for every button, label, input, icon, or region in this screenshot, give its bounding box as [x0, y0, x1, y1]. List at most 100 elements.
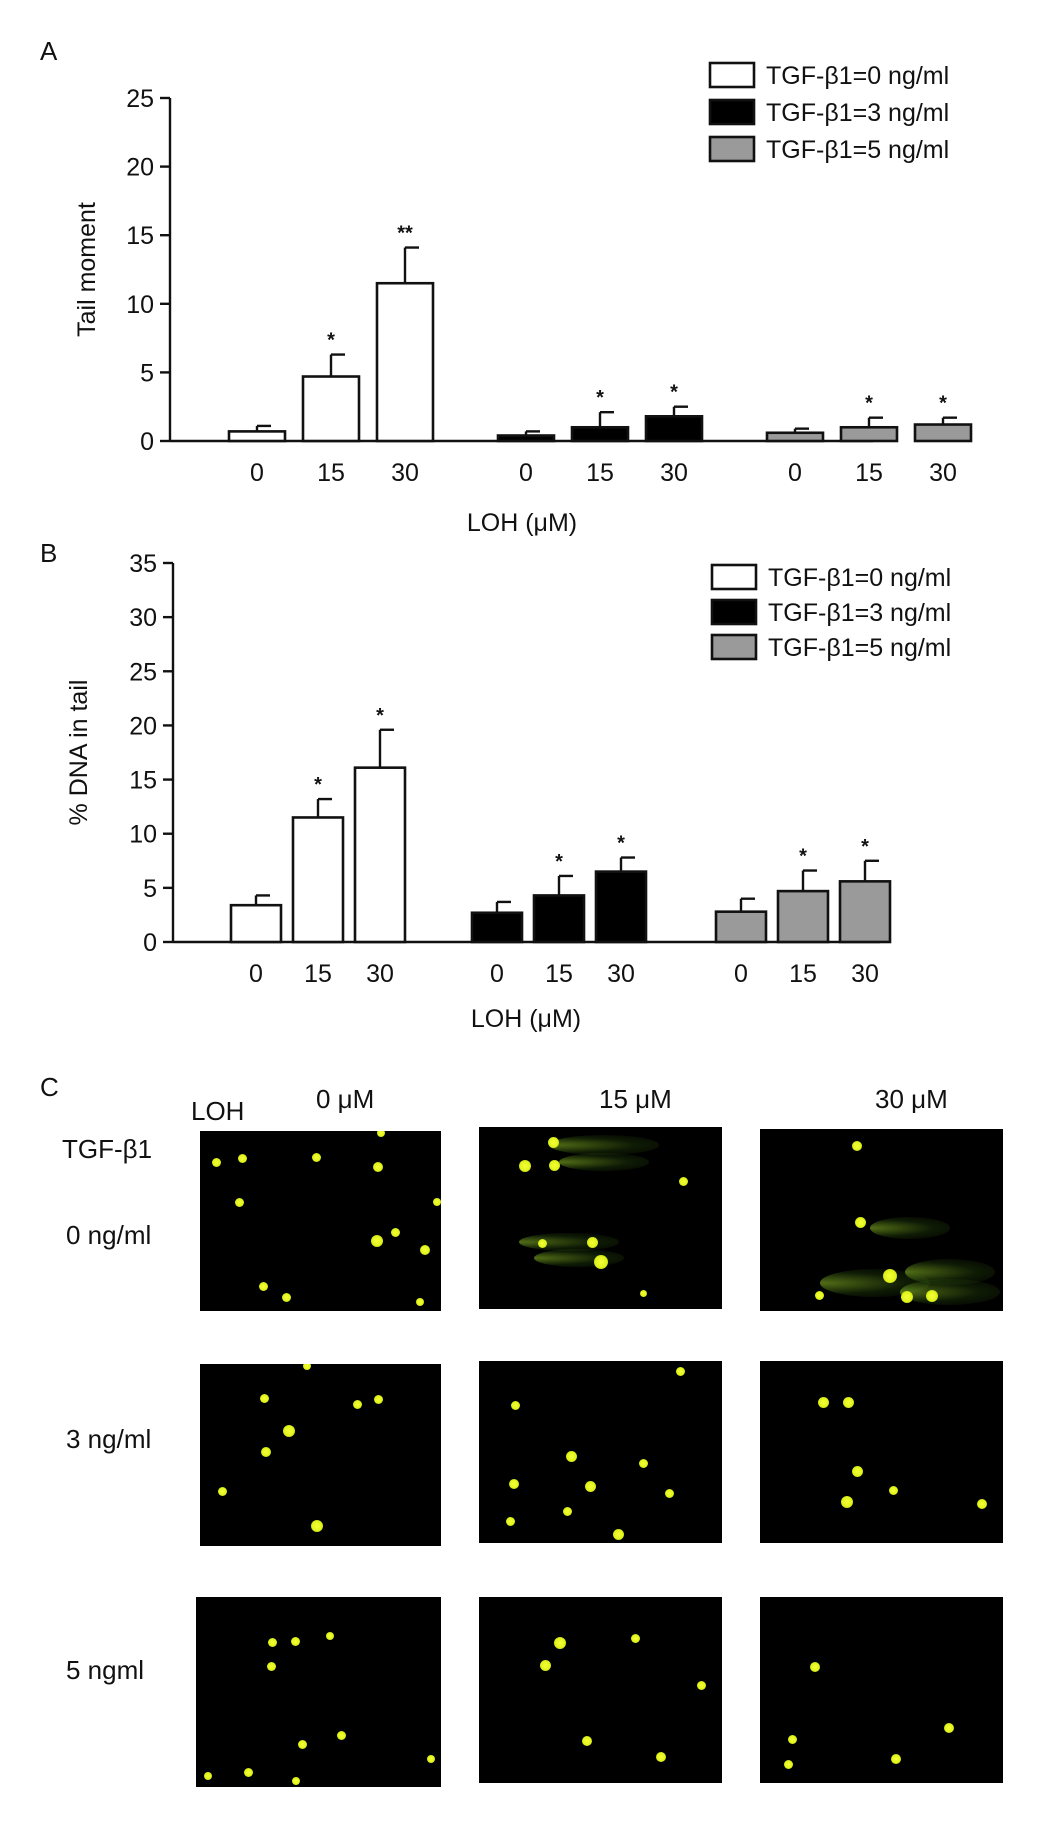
micrograph-5ngml-0um [196, 1597, 441, 1787]
micrograph-0ngml-15um [479, 1127, 722, 1309]
comet-cell [538, 1239, 547, 1248]
bar [839, 425, 899, 443]
comet-cell [337, 1731, 346, 1740]
significance-marker: * [865, 393, 873, 415]
comet-cell [889, 1486, 898, 1495]
comet-cell [594, 1255, 608, 1269]
micrograph-5ngml-15um [479, 1597, 722, 1783]
x-tick-label: 15 [545, 960, 573, 988]
comet-cell [391, 1228, 400, 1237]
bar [714, 910, 768, 944]
significance-marker: * [555, 851, 563, 873]
comet-cell [784, 1760, 793, 1769]
bar [532, 894, 586, 944]
comet-cell [639, 1459, 648, 1468]
legend-swatch [710, 633, 758, 661]
comet-cell [268, 1638, 277, 1647]
y-tick-label: 0 [143, 929, 157, 957]
comet-cell [891, 1754, 901, 1764]
comet-cell [540, 1660, 551, 1671]
significance-marker: * [939, 393, 947, 415]
comet-cell [613, 1529, 624, 1540]
y-tick-label: 0 [140, 428, 154, 456]
y-tick-label: 10 [129, 821, 157, 849]
bar [765, 431, 825, 443]
chart-b-dna-in-tail: 0 5 10 15 20 25 30 35 % DNA in tail 0 * 15 * 30 0 * 15 * 3… [65, 550, 951, 1033]
bar [496, 434, 556, 443]
comet-cell [235, 1198, 244, 1207]
comet-cell [259, 1282, 268, 1291]
comet-cell [282, 1293, 291, 1302]
comet-cell [353, 1400, 362, 1409]
comet-cell [554, 1637, 566, 1649]
bar [375, 281, 435, 443]
x-tick-label: 15 [317, 459, 345, 487]
x-tick-label: 30 [391, 459, 419, 487]
panel-a-letter: A [40, 36, 58, 66]
row-label-0ngml: 0 ng/ml [66, 1220, 152, 1250]
y-axis-label: Tail moment [73, 202, 101, 337]
comet-tail [549, 1135, 659, 1155]
bar [301, 375, 361, 443]
comet-cell [506, 1517, 515, 1526]
legend-swatch [710, 563, 758, 591]
micrograph-3ngml-30um [760, 1361, 1003, 1543]
legend-label: TGF-β1=3 ng/ml [766, 99, 949, 127]
significance-marker: * [617, 833, 625, 855]
row-label-3ngml: 3 ng/ml [66, 1424, 152, 1454]
bar [913, 423, 973, 443]
y-tick-label: 20 [126, 154, 154, 182]
bar [470, 911, 524, 944]
legend-swatch [710, 598, 758, 626]
comet-cell [433, 1198, 441, 1206]
x-tick-label: 0 [519, 459, 533, 487]
comet-tail [870, 1217, 950, 1239]
comet-cell [640, 1290, 647, 1297]
comet-cell [855, 1217, 866, 1228]
comet-cell [563, 1507, 572, 1516]
comet-cell [416, 1298, 424, 1306]
x-tick-label: 30 [366, 960, 394, 988]
bar [570, 425, 630, 443]
significance-marker: * [376, 705, 384, 727]
comet-cell [843, 1397, 854, 1408]
comet-cell [697, 1681, 706, 1690]
column-label-0um: 0 μM [316, 1084, 375, 1114]
comet-cell [292, 1777, 300, 1785]
comet-cell [549, 1160, 560, 1171]
comet-cell [679, 1177, 688, 1186]
comet-cell [238, 1154, 247, 1163]
row-label-5ngml: 5 ngml [66, 1655, 145, 1685]
comet-cell [373, 1162, 383, 1172]
panel-b-letter: B [40, 538, 58, 568]
micrograph-3ngml-0um [200, 1364, 441, 1546]
x-axis-label: LOH (μM) [467, 509, 577, 537]
significance-marker: * [799, 846, 807, 868]
micrograph-0ngml-0um [200, 1131, 441, 1311]
comet-cell [374, 1395, 383, 1404]
comet-cell [298, 1740, 307, 1749]
x-axis-label: LOH (μM) [471, 1005, 581, 1033]
comet-cell [283, 1425, 295, 1437]
y-tick-label: 15 [126, 222, 154, 250]
x-tick-label: 0 [490, 960, 504, 988]
significance-marker: * [861, 836, 869, 858]
comet-cell [420, 1245, 430, 1255]
comet-cell [204, 1772, 212, 1780]
comet-cell [566, 1451, 577, 1462]
comet-cell [303, 1364, 311, 1370]
micrograph-5ngml-30um [760, 1597, 1003, 1783]
comet-cell [926, 1290, 938, 1302]
comet-tail [900, 1279, 1000, 1305]
comet-cell [585, 1481, 596, 1492]
comet-cell [852, 1141, 862, 1151]
bar [353, 766, 407, 944]
comet-cell [810, 1662, 820, 1672]
bar [291, 816, 345, 944]
bar [644, 415, 704, 443]
legend-swatch [708, 98, 756, 126]
legend-label: TGF-β1=3 ng/ml [768, 599, 951, 627]
comet-cell [818, 1397, 829, 1408]
y-tick-label: 5 [140, 359, 154, 387]
comet-cell [311, 1520, 323, 1532]
